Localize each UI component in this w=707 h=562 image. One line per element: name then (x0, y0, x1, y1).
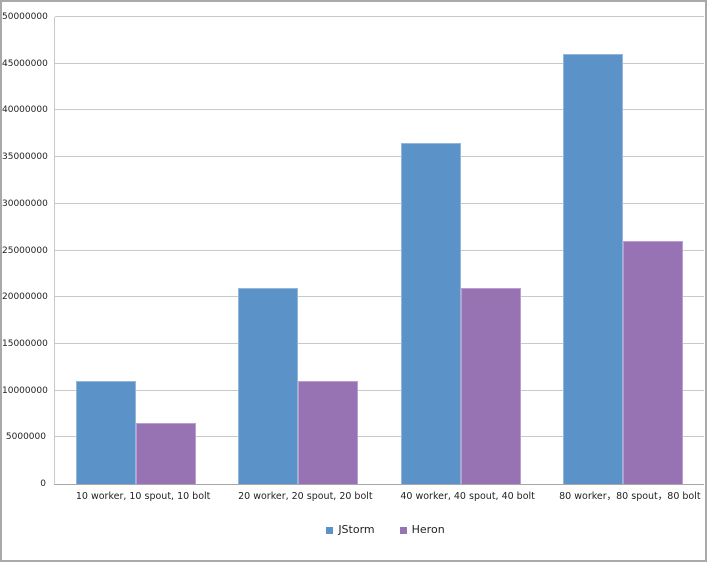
x-tick-label: 10 worker, 10 spout, 10 bolt (75, 491, 211, 502)
legend-swatch-jstorm (326, 526, 334, 534)
bar-heron-group-1 (136, 423, 197, 484)
x-axis-labels: 10 worker, 10 spout, 10 bolt 20 worker, 2… (62, 490, 705, 503)
gridline-15000000 (55, 342, 704, 344)
gridline-40000000 (55, 109, 704, 111)
y-axis: 0 5000000 10000000 15000000 20000000 25000000… (2, 2, 48, 560)
y-tick-label: 30000000 (2, 198, 48, 209)
legend-item-jstorm: JStorm (326, 523, 375, 537)
x-tick-label: 20 worker, 20 spout, 20 bolt (238, 491, 373, 502)
y-tick-label: 45000000 (2, 58, 48, 69)
bar-jstorm-group-1 (76, 381, 137, 484)
gridline-30000000 (55, 202, 704, 204)
bar-jstorm-group-2 (238, 287, 299, 484)
gridline-20000000 (55, 296, 704, 298)
legend-swatch-heron (399, 526, 407, 534)
legend-label-jstorm: JStorm (338, 523, 375, 536)
bar-group-4 (542, 17, 704, 484)
y-tick-label: 0 (40, 479, 46, 489)
y-tick-label: 5000000 (5, 432, 46, 443)
plot-area (54, 16, 704, 485)
bar-group-1 (55, 17, 217, 484)
legend: JStorm Heron (66, 523, 705, 537)
x-tick-label: 80 worker，80 spout，80 bolt (559, 491, 701, 502)
legend-label-heron: Heron (411, 523, 445, 536)
bar-heron-group-3 (460, 287, 521, 484)
bar-group-2 (217, 17, 379, 484)
legend-item-heron: Heron (399, 523, 445, 537)
gridline-5000000 (55, 436, 704, 438)
gridline-35000000 (55, 156, 704, 158)
y-tick-label: 35000000 (2, 152, 48, 163)
y-tick-label: 10000000 (2, 385, 48, 396)
bar-jstorm-group-3 (400, 143, 461, 484)
y-tick-label: 25000000 (2, 245, 48, 256)
bar-heron-group-4 (622, 241, 683, 484)
y-tick-label: 15000000 (2, 338, 48, 349)
y-tick-label: 20000000 (2, 292, 48, 303)
gridline-50000000 (55, 16, 704, 17)
gridline-25000000 (55, 249, 704, 251)
bar-jstorm-group-4 (562, 54, 623, 484)
gridline-45000000 (55, 62, 704, 64)
bar-heron-group-2 (298, 381, 359, 484)
y-tick-label: 50000000 (2, 12, 48, 22)
gridline-10000000 (55, 389, 704, 391)
bar-group-3 (380, 17, 542, 484)
y-tick-label: 40000000 (2, 105, 48, 116)
x-tick-label: 40 worker, 40 spout, 40 bolt (400, 491, 535, 502)
